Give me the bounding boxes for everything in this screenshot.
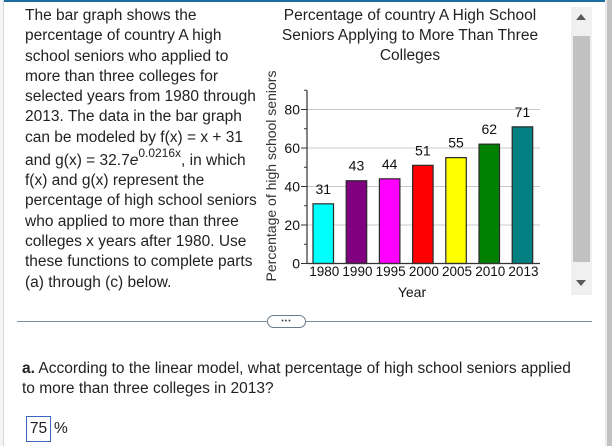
chart-title-line: Colleges [379, 47, 441, 64]
problem-description: The bar graph shows the percentage of co… [25, 6, 257, 293]
answer-unit: % [54, 420, 68, 437]
x-tick-label: 1995 [376, 264, 406, 279]
description-line: percentage of high school seniors [25, 192, 257, 210]
y-tick-label: 0 [292, 256, 300, 272]
bar-value-label: 44 [382, 156, 398, 172]
x-tick-label: 1980 [309, 264, 339, 279]
question-label: a. [22, 360, 35, 377]
description-line: selected years from 1980 through [25, 88, 256, 106]
y-tick-label: 40 [284, 179, 300, 195]
g-function-prefix: and g(x) = 32.7 [25, 151, 130, 169]
description-line: The bar graph shows the [25, 7, 197, 24]
description-line: school seniors who applied to [25, 47, 229, 65]
outer-scrollbar-strip [607, 0, 612, 446]
exponent: 0.0216x [138, 145, 182, 160]
description-line: percentage of country A high [25, 27, 222, 45]
x-axis-label: Year [398, 284, 427, 298]
ellipsis-icon: ••• [281, 318, 292, 325]
g-function-suffix: , in which [181, 151, 246, 169]
scroll-up-arrow-icon[interactable] [576, 14, 586, 20]
scrollbar-thumb[interactable] [573, 36, 590, 262]
description-line: (a) through (c) below. [25, 273, 172, 291]
bar-2013 [511, 126, 534, 265]
bar-chart: 0 20 40 60 80 31 1980 43 1990 44 1995 51 2000 55 2005 6… [284, 89, 540, 298]
problem-statement-pane: The bar graph shows the percentage of co… [0, 2, 600, 298]
x-tick-label: 2013 [508, 264, 538, 279]
y-tick-label: 80 [284, 102, 300, 118]
bar-value-label: 71 [515, 104, 531, 120]
left-border-line [3, 0, 4, 446]
bar-value-label: 55 [448, 135, 464, 151]
x-tick-label: 2010 [475, 264, 505, 279]
question-text: According to the linear model, what perc… [34, 360, 571, 377]
chart-title-line: Seniors Applying to More Than Three [281, 27, 539, 44]
bar-value-label: 43 [349, 158, 365, 174]
right-border-line [605, 0, 607, 446]
question-a: a. According to the linear model, what p… [22, 359, 571, 399]
chart-title-line: Percentage of country A High School [283, 7, 537, 24]
left-edge [0, 0, 3, 446]
x-tick-label: 2000 [409, 264, 439, 279]
chart-title: Percentage of country A High School Seni… [270, 6, 550, 66]
expand-collapse-button[interactable]: ••• [267, 315, 306, 328]
description-line: more than three colleges for [25, 67, 218, 85]
bar-value-label: 62 [481, 121, 497, 137]
window-top-border [0, 0, 605, 2]
question-line: to more than three colleges in 2013? [22, 380, 274, 397]
bar-2005 [445, 157, 467, 265]
answer-input[interactable] [26, 416, 51, 442]
description-line: colleges x years after 1980. Use [25, 232, 247, 250]
bar-1990 [345, 180, 368, 265]
x-tick-label: 1990 [342, 264, 372, 279]
description-line: 2013. The data in the bar graph [25, 108, 242, 126]
g-function-line: and g(x) = 32.7e0.0216x, in which [25, 146, 257, 171]
question-line: a. According to the linear model, what p… [22, 359, 571, 379]
description-line: f(x) and g(x) represent the [25, 172, 205, 190]
bar-1995 [378, 178, 401, 265]
y-tick-label: 20 [284, 217, 300, 233]
euler-e: e [129, 151, 139, 169]
bar-2010 [478, 143, 501, 265]
description-line: can be modeled by f(x) = x + 31 [25, 128, 243, 146]
bar-1980 [312, 203, 335, 265]
x-tick-label: 2005 [442, 264, 472, 279]
y-tick-label: 60 [284, 140, 300, 156]
bar-2000 [412, 164, 434, 265]
scroll-down-arrow-icon[interactable] [576, 280, 586, 286]
description-line: these functions to complete parts [25, 253, 253, 271]
bar-value-label: 31 [315, 181, 331, 197]
description-line: who applied to more than three [25, 212, 239, 230]
bar-value-label: 51 [415, 142, 431, 158]
